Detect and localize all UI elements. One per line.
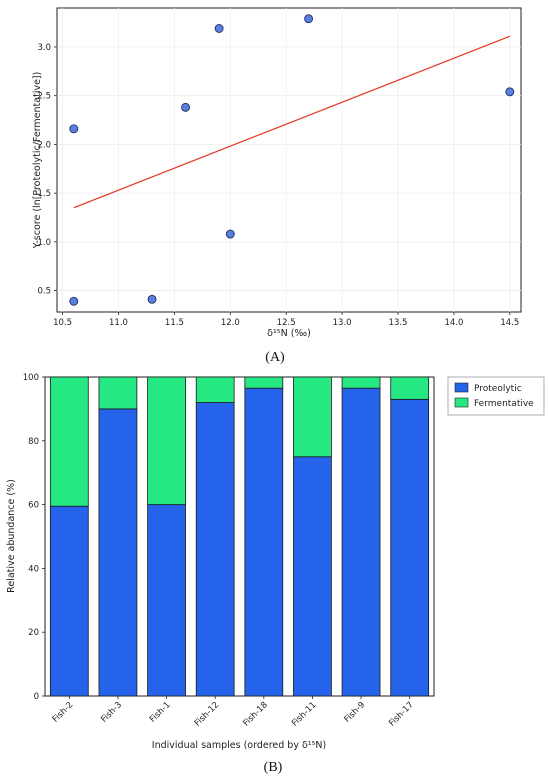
trend-line <box>73 35 511 209</box>
data-point <box>147 294 157 304</box>
legend-b: Proteolytic Fermentative <box>447 376 545 416</box>
x-tick-label: 13.5 <box>389 318 408 328</box>
bar-fermentative-fish-2 <box>49 376 89 507</box>
points-a <box>69 14 515 306</box>
y-tick-label: 1.0 <box>37 238 51 248</box>
grid-a <box>57 8 521 312</box>
y-axis-label-a: Y-score (ln[Proteolytic/Fermentative]) <box>32 72 43 250</box>
bar-fermentative-fish-11 <box>293 376 332 458</box>
x-axis-label-b: Individual samples (ordered by δ¹⁵N) <box>152 740 326 751</box>
x-ticks-b: Fish-2 Fish-3 Fish-1 Fish-12 Fish-18 Fish-11 F… <box>51 696 416 729</box>
legend-label-fermentative: Fermentative <box>474 399 534 409</box>
x-tick-label: Fish-12 <box>193 700 222 729</box>
y-tick-label: 40 <box>28 564 39 574</box>
y-tick-label: 20 <box>28 628 39 638</box>
bar-proteolytic-fish-12 <box>195 402 235 697</box>
bar-proteolytic-fish-9 <box>341 387 381 697</box>
bar-proteolytic-fish-11 <box>293 456 332 697</box>
y-tick-label: 1.5 <box>37 189 51 199</box>
bar-fermentative-fish-3 <box>98 376 138 410</box>
y-axis-label-b: Relative abundance (%) <box>6 479 17 593</box>
x-tick-label: 14.0 <box>444 318 463 328</box>
x-tick-label: 11.5 <box>165 318 184 328</box>
legend-swatch-proteolytic <box>454 382 469 393</box>
bars-b <box>49 376 430 697</box>
x-tick-label: Fish-9 <box>342 700 367 725</box>
data-point <box>69 296 79 306</box>
panel-label-a: (A) <box>265 350 285 365</box>
x-tick-label: Fish-17 <box>387 700 416 729</box>
y-tick-label: 3.0 <box>37 43 51 53</box>
bar-proteolytic-fish-2 <box>49 505 89 697</box>
scatter-chart-a: 0.51.01.52.02.53.0 10.5 11.0 11.5 12.0 12.5 1… <box>32 7 522 365</box>
x-tick-label: Fish-2 <box>51 700 76 725</box>
bar-proteolytic-fish-3 <box>98 408 138 697</box>
y-tick-label: 60 <box>28 501 39 511</box>
legend-label-proteolytic: Proteolytic <box>474 384 522 394</box>
legend-box <box>447 376 545 416</box>
bar-proteolytic-fish-18 <box>244 387 284 697</box>
bar-fermentative-fish-12 <box>195 376 235 403</box>
bar-proteolytic-fish-1 <box>147 504 186 697</box>
y-tick-label: 80 <box>28 437 39 447</box>
x-tick-label: 10.5 <box>53 318 72 328</box>
panel-label-b: (B) <box>264 760 283 775</box>
bar-fermentative-fish-9 <box>341 376 381 389</box>
x-tick-label: 11.0 <box>109 318 128 328</box>
x-ticks-a: 10.5 11.0 11.5 12.0 12.5 13.0 13.5 14.0 14.5 <box>53 312 519 328</box>
y-tick-label: 100 <box>23 373 39 383</box>
data-point <box>505 87 515 97</box>
bar-fermentative-fish-17 <box>390 376 430 400</box>
y-tick-label: 0.5 <box>37 287 51 297</box>
bar-fermentative-fish-1 <box>147 376 186 505</box>
bar-proteolytic-fish-17 <box>390 398 430 697</box>
x-tick-label: 13.0 <box>333 318 352 328</box>
x-tick-label: Fish-11 <box>290 700 319 729</box>
x-tick-label: Fish-18 <box>241 700 270 729</box>
x-tick-label: 14.5 <box>500 318 519 328</box>
data-point <box>214 24 224 33</box>
data-point <box>69 124 79 134</box>
x-tick-label: Fish-3 <box>99 700 124 725</box>
plot-area-a <box>56 7 522 313</box>
x-tick-label: Fish-1 <box>148 700 173 725</box>
bar-fermentative-fish-18 <box>244 376 284 389</box>
data-point <box>181 102 191 112</box>
y-tick-label: 2.5 <box>37 92 51 102</box>
y-ticks-a: 0.5 1.0 1.5 2.0 2.5 3.0 <box>37 43 57 297</box>
x-tick-label: 12.5 <box>277 318 296 328</box>
legend-swatch-fermentative <box>454 397 469 408</box>
y-tick-label: 2.0 <box>37 140 51 150</box>
y-ticks-b: 0 20 40 60 80 100 <box>23 373 45 702</box>
x-tick-label: 12.0 <box>221 318 240 328</box>
y-tick-label: 0 <box>34 692 39 702</box>
data-point <box>225 229 235 239</box>
x-axis-label-a: δ¹⁵N (‰) <box>267 328 311 339</box>
data-point <box>304 14 314 24</box>
